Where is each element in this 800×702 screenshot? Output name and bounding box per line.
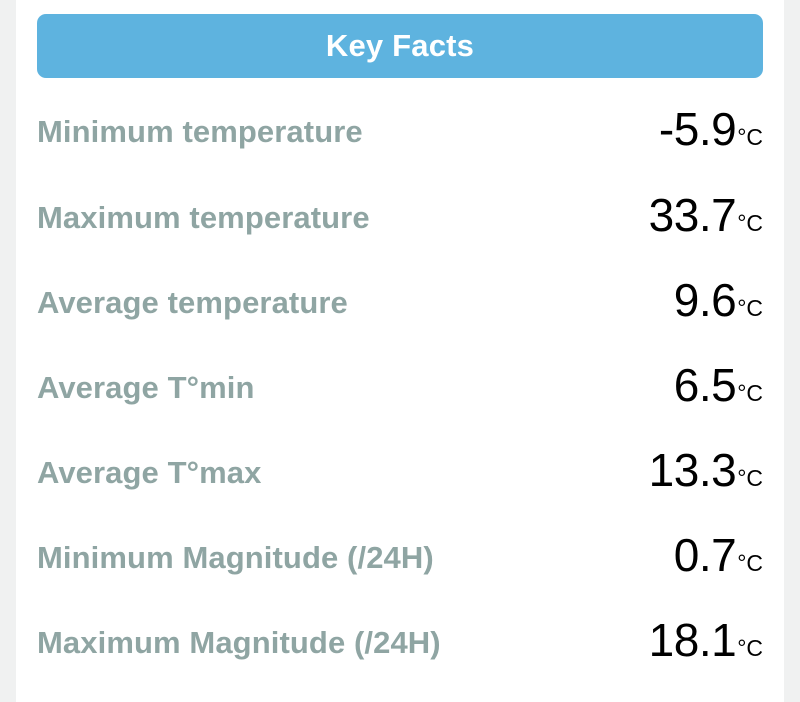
fact-value: 18.1 °C [649,613,763,667]
fact-row-avg-temperature: Average temperature 9.6 °C [37,273,763,333]
fact-label: Maximum Magnitude (/24H) [37,625,441,660]
fact-value-unit: °C [737,380,763,406]
fact-value-unit: °C [737,550,763,576]
fact-value-unit: °C [737,635,763,661]
fact-row-max-magnitude: Maximum Magnitude (/24H) 18.1 °C [37,613,763,673]
fact-value-number: -5.9 [658,103,737,155]
fact-value-number: 0.7 [673,529,737,581]
fact-value-number: 18.1 [648,614,737,666]
fact-label: Average temperature [37,285,348,320]
fact-value: 6.5 °C [674,358,763,412]
fact-label: Average T°min [37,370,255,405]
fact-label: Maximum temperature [37,200,370,235]
key-facts-header: Key Facts [37,14,763,78]
fact-label: Minimum temperature [37,114,363,149]
fact-label: Average T°max [37,455,262,490]
key-facts-card: Key Facts Minimum temperature -5.9 °C Ma… [16,0,784,702]
fact-value: 33.7 °C [649,188,763,242]
fact-value-unit: °C [737,465,763,491]
fact-row-avg-tmin: Average T°min 6.5 °C [37,358,763,418]
fact-value-number: 33.7 [648,189,737,241]
fact-label: Minimum Magnitude (/24H) [37,540,434,575]
fact-value: 13.3 °C [649,443,763,497]
fact-value-number: 13.3 [648,444,737,496]
fact-value-number: 9.6 [673,274,737,326]
fact-value-unit: °C [737,124,763,150]
fact-value: 0.7 °C [674,528,763,582]
fact-value: -5.9 °C [659,102,763,156]
fact-value-unit: °C [737,210,763,236]
fact-value: 9.6 °C [674,273,763,327]
fact-value-unit: °C [737,295,763,321]
fact-row-max-temperature: Maximum temperature 33.7 °C [37,188,763,248]
fact-value-number: 6.5 [673,359,737,411]
fact-row-min-temperature: Minimum temperature -5.9 °C [37,102,763,162]
fact-row-min-magnitude: Minimum Magnitude (/24H) 0.7 °C [37,528,763,588]
fact-row-avg-tmax: Average T°max 13.3 °C [37,443,763,503]
